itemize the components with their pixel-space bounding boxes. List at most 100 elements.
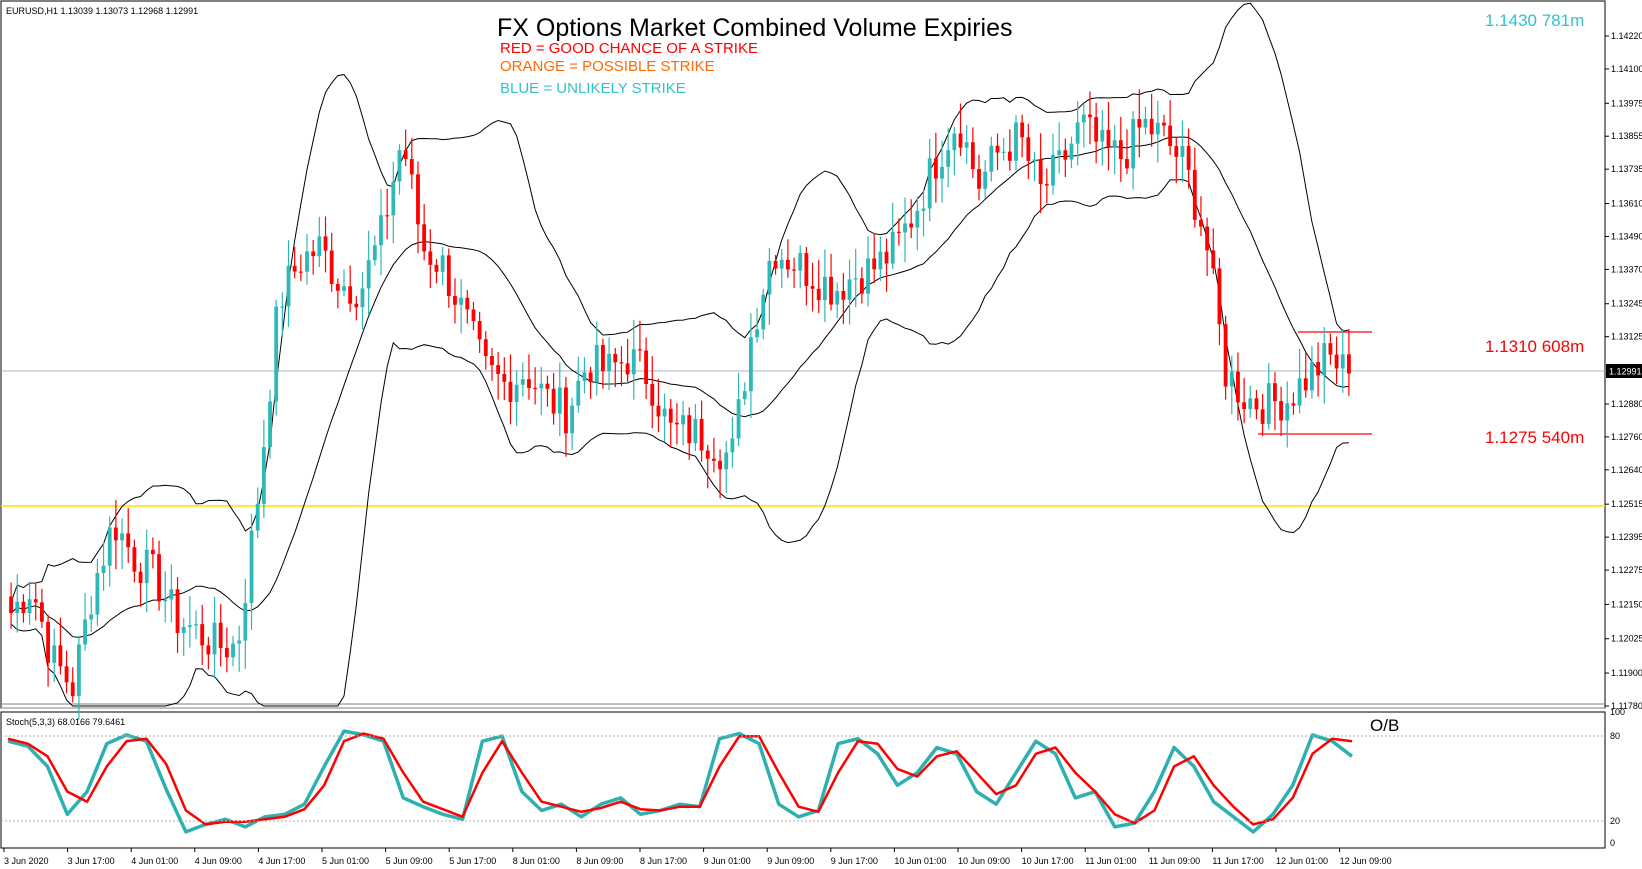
time-tick-label: 8 Jun 09:00 <box>576 856 623 866</box>
price-tick-label: 1.12150 <box>1611 599 1642 609</box>
candle-body <box>169 589 174 600</box>
candle-body <box>687 415 692 444</box>
current-price-tag <box>1606 364 1642 378</box>
candle-body <box>409 159 414 175</box>
candle-body <box>1149 118 1154 135</box>
candle-body <box>1100 129 1105 142</box>
candle-body <box>194 624 198 626</box>
candle-body <box>1236 371 1240 403</box>
price-tick-label: 1.13735 <box>1611 164 1642 174</box>
candle-body <box>1260 409 1265 424</box>
candle-body <box>9 596 13 614</box>
candle-body <box>286 265 291 307</box>
candle-body <box>607 353 612 371</box>
candle-body <box>385 215 390 217</box>
candle-body <box>1112 140 1117 148</box>
candle-body <box>89 614 94 620</box>
candle-body <box>101 565 106 574</box>
candle-body <box>311 251 316 257</box>
candle-body <box>1137 119 1142 128</box>
time-tick-label: 10 Jun 09:00 <box>958 856 1010 866</box>
candle-body <box>1223 324 1228 387</box>
time-tick-label: 11 Jun 09:00 <box>1149 856 1200 866</box>
candle-body <box>249 530 254 604</box>
candle-body <box>1297 378 1302 406</box>
candle-body <box>810 285 815 289</box>
candle-body <box>70 682 75 697</box>
candle-body <box>1186 145 1191 170</box>
candle-body <box>588 372 593 383</box>
candle-body <box>859 278 864 294</box>
time-tick-label: 10 Jun 01:00 <box>894 856 946 866</box>
stoch-tick-100: 100 <box>1610 707 1625 717</box>
candle-body <box>1242 402 1247 410</box>
candle-body <box>1069 143 1074 160</box>
candle-body <box>348 286 353 304</box>
candle-body <box>1328 343 1333 355</box>
candle-body <box>730 438 735 453</box>
candle-body <box>113 527 118 541</box>
bollinger-middle-band <box>10 136 1349 638</box>
stoch-panel-frame <box>0 711 1606 849</box>
price-tick-label: 1.12880 <box>1611 399 1642 409</box>
candle-body <box>502 373 507 382</box>
time-tick-label: 8 Jun 01:00 <box>513 856 560 866</box>
time-tick-label: 4 Jun 09:00 <box>195 856 242 866</box>
candle-body <box>397 150 402 182</box>
candle-body <box>342 286 346 291</box>
candle-body <box>1199 219 1203 227</box>
candle-body <box>1174 146 1179 157</box>
candle-body <box>1032 159 1037 161</box>
candle-body <box>896 231 901 233</box>
candle-body <box>187 625 192 627</box>
candle-body <box>718 460 722 470</box>
candle-body <box>508 381 513 403</box>
candle-body <box>1248 398 1253 410</box>
candle-body <box>724 452 729 470</box>
candle-body <box>268 401 272 448</box>
price-tick-label: 1.13855 <box>1611 131 1642 141</box>
candle-body <box>1044 184 1049 186</box>
candle-body <box>224 647 229 658</box>
candle-body <box>317 236 322 257</box>
candlestick-series <box>9 89 1351 720</box>
candle-body <box>866 258 870 294</box>
candle-body <box>200 624 205 646</box>
ob-label: O/B <box>1370 716 1399 735</box>
candle-body <box>15 601 20 614</box>
candle-body <box>761 294 766 330</box>
time-tick-label: 4 Jun 17:00 <box>258 856 305 866</box>
candle-body <box>785 259 790 270</box>
time-tick-label: 10 Jun 17:00 <box>1022 856 1074 866</box>
candle-body <box>434 264 439 272</box>
stoch-tick-80: 80 <box>1610 731 1620 741</box>
candle-body <box>650 384 655 406</box>
candle-body <box>631 349 636 375</box>
candle-body <box>1125 158 1129 169</box>
candle-body <box>644 350 649 385</box>
candle-body <box>520 379 525 385</box>
candle-body <box>1310 362 1314 391</box>
time-tick-label: 3 Jun 2020 <box>4 856 49 866</box>
time-tick-label: 9 Jun 17:00 <box>831 856 878 866</box>
candle-body <box>977 169 981 189</box>
candle-body <box>52 645 57 663</box>
candle-body <box>1303 378 1308 391</box>
candle-body <box>514 384 519 403</box>
candle-body <box>1014 122 1018 161</box>
candle-body <box>804 253 809 286</box>
legend-blue: BLUE = UNLIKELY STRIKE <box>500 80 686 97</box>
candle-body <box>255 503 260 531</box>
candle-body <box>206 645 211 655</box>
candle-body <box>372 245 377 261</box>
candle-body <box>132 547 137 572</box>
candle-body <box>440 255 445 272</box>
legend-orange: ORANGE = POSSIBLE STRIKE <box>500 58 715 75</box>
candle-body <box>1020 122 1025 138</box>
candle-body <box>601 344 605 371</box>
candle-body <box>1155 122 1160 135</box>
candle-body <box>798 253 803 271</box>
candle-body <box>970 142 975 170</box>
candle-body <box>1131 119 1136 169</box>
candle-body <box>576 380 581 406</box>
